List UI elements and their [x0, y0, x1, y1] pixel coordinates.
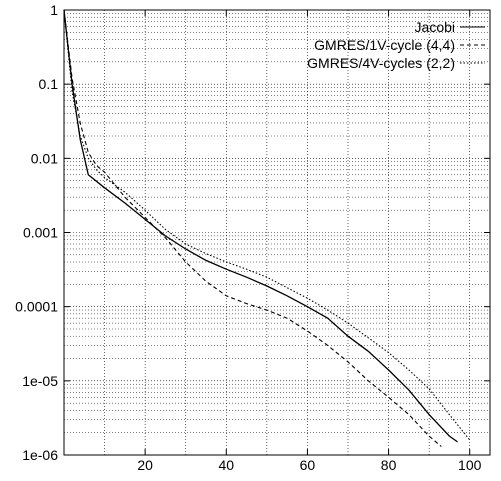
y-tick-label: 1 [50, 2, 58, 18]
series-line-2 [63, 9, 442, 447]
series-line-3 [63, 9, 471, 441]
series-group [63, 9, 471, 447]
series-line-1 [63, 9, 458, 443]
legend-label: Jacobi [415, 19, 455, 35]
x-tick-label: 40 [218, 457, 234, 473]
x-axis-ticks: 20 40 60 80 100 [137, 10, 482, 473]
y-tick-label: 0.0001 [15, 299, 58, 315]
y-tick-label: 0.1 [39, 76, 59, 92]
y-tick-label: 0.01 [31, 150, 58, 166]
y-tick-label: 1e-05 [22, 373, 58, 389]
x-tick-label: 80 [381, 457, 397, 473]
legend-label: GMRES/4V-cycles (2,2) [307, 55, 455, 71]
legend-label: GMRES/1V-cycle (4,4) [314, 37, 455, 53]
y-tick-label: 1e-06 [22, 447, 58, 463]
grid [64, 9, 490, 456]
y-tick-label: 0.001 [23, 225, 58, 241]
x-tick-label: 60 [300, 457, 316, 473]
x-tick-label: 100 [458, 457, 482, 473]
x-tick-label: 20 [137, 457, 153, 473]
y-axis-ticks: 1 0.1 0.01 0.001 0.0001 1e-05 1e-06 [15, 2, 490, 463]
legend: Jacobi GMRES/1V-cycle (4,4) GMRES/4V-cycle… [307, 19, 485, 71]
